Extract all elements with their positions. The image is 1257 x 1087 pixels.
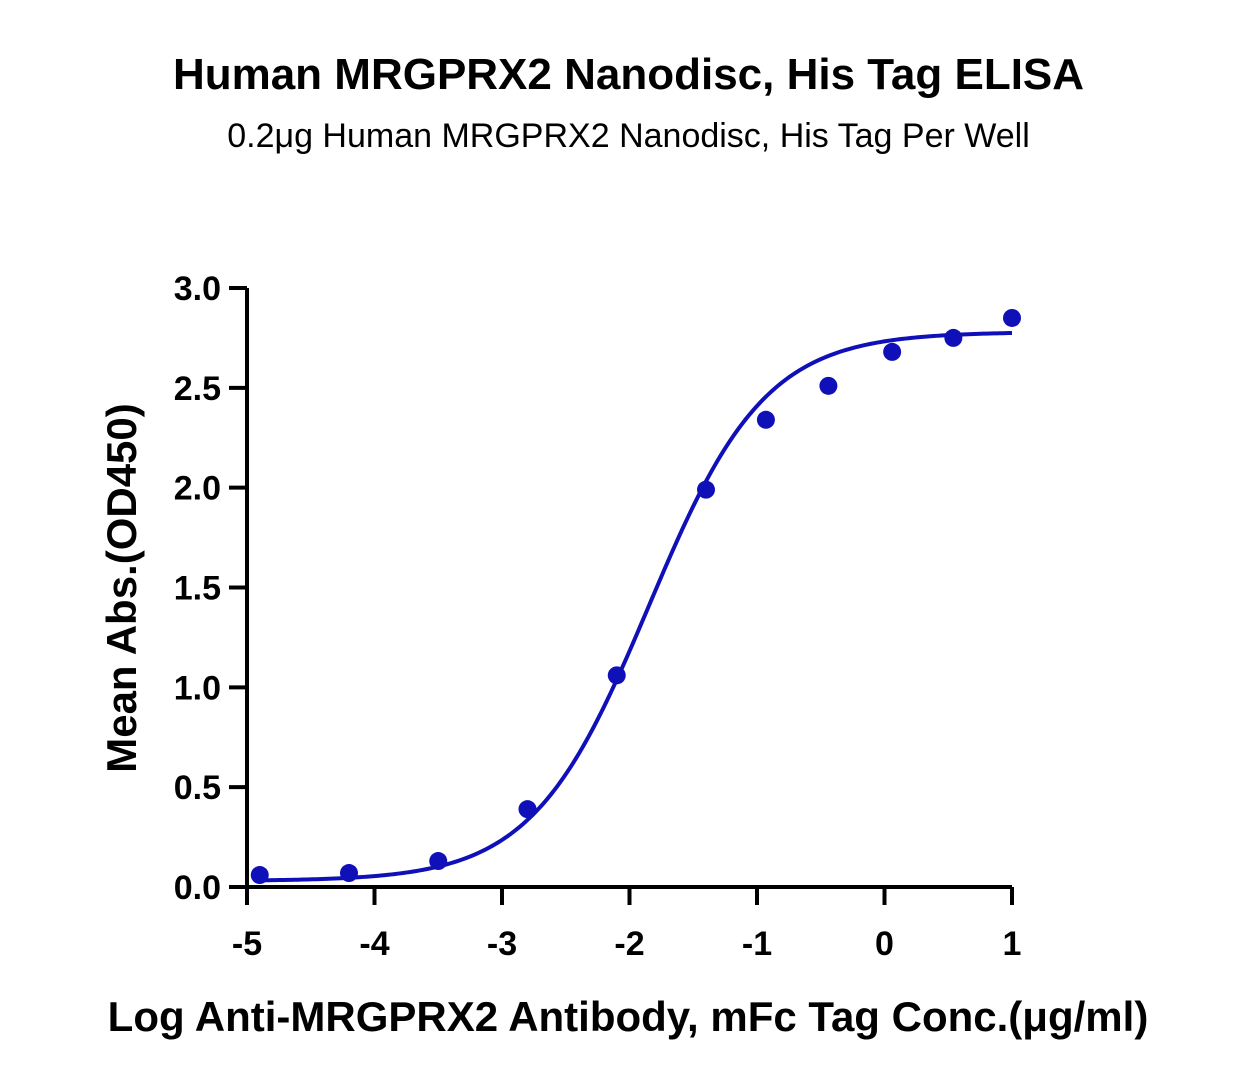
y-tick-label: 1.5 — [174, 570, 221, 608]
chart-subtitle: 0.2μg Human MRGPRX2 Nanodisc, His Tag Pe… — [227, 117, 1030, 155]
fit-curve — [259, 331, 1013, 883]
y-tick-label: 2.0 — [174, 470, 221, 508]
y-tick-label: 2.5 — [174, 370, 221, 408]
fit-curve-layer — [259, 331, 1013, 883]
x-tick-label: -2 — [614, 925, 644, 963]
data-point — [429, 852, 448, 871]
x-tick-label: -5 — [232, 925, 262, 963]
y-tick-label: 0.5 — [174, 769, 221, 807]
x-axis-ticks: -5 -4 -3 -2 -1 0 1 — [232, 887, 1022, 963]
data-point — [944, 328, 963, 347]
x-tick-label: -3 — [487, 925, 517, 963]
data-point — [697, 480, 715, 499]
chart-title: Human MRGPRX2 Nanodisc, His Tag ELISA — [172, 50, 1085, 99]
data-points-layer — [250, 308, 1021, 885]
data-point — [819, 376, 838, 395]
x-tick-label: 0 — [875, 925, 894, 963]
data-point — [1003, 308, 1021, 327]
x-tick-label: -1 — [742, 925, 772, 963]
data-point — [340, 864, 358, 883]
y-tick-label: 0.0 — [174, 869, 221, 907]
chart-axes — [245, 288, 1012, 889]
data-point — [756, 410, 775, 429]
data-point — [250, 866, 269, 885]
data-point — [518, 800, 537, 819]
x-axis-title: Log Anti-MRGPRX2 Antibody, mFc Tag Conc.… — [108, 993, 1149, 1040]
y-axis-title: Mean Abs.(OD450) — [98, 403, 145, 773]
data-point — [607, 666, 626, 685]
y-tick-label: 1.0 — [174, 669, 221, 707]
x-tick-label: 1 — [1003, 925, 1022, 963]
y-tick-label: 3.0 — [174, 270, 221, 308]
y-axis-ticks: 0.0 0.5 1.0 1.5 2.0 2.5 3.0 — [174, 270, 247, 907]
x-tick-label: -4 — [359, 925, 389, 963]
data-point — [883, 342, 902, 361]
